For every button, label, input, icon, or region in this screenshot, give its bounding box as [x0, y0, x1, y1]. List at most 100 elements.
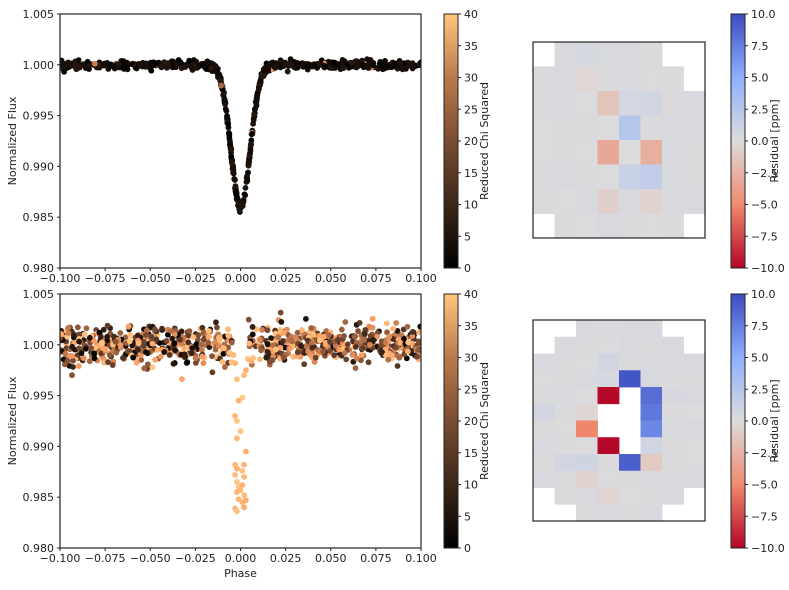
- data-point: [264, 327, 271, 334]
- heatmap-cell: [533, 353, 555, 371]
- data-point: [141, 365, 148, 372]
- heatmap-cell: [640, 504, 663, 522]
- colorbar-tick-label: 35: [464, 320, 478, 333]
- x-tick-label: 0.025: [270, 552, 302, 565]
- heatmap-cell: [640, 353, 663, 371]
- data-point: [305, 63, 311, 69]
- data-point: [321, 62, 328, 69]
- data-point: [221, 345, 227, 352]
- data-point: [301, 361, 308, 368]
- x-tick-label: 0.050: [315, 552, 347, 565]
- heatmap-cell: [619, 189, 641, 214]
- data-point: [86, 62, 93, 69]
- data-point: [264, 349, 271, 355]
- data-point: [343, 356, 350, 363]
- heatmap-cell: [576, 115, 598, 141]
- data-point: [256, 337, 263, 343]
- heatmap-cell: [619, 66, 641, 92]
- data-point: [186, 328, 193, 335]
- data-point: [228, 339, 235, 346]
- colorbar-tick-label: 5.0: [751, 72, 769, 85]
- data-point: [272, 346, 279, 353]
- data-point: [331, 352, 337, 359]
- data-point: [233, 376, 240, 383]
- heatmap-frame: [532, 319, 706, 522]
- heatmap-cell: [597, 387, 620, 405]
- data-point: [199, 324, 206, 331]
- data-point: [233, 435, 240, 442]
- data-point: [280, 329, 287, 336]
- data-point: [135, 347, 141, 353]
- data-point: [149, 364, 156, 371]
- data-point: [365, 359, 372, 366]
- data-point: [86, 358, 93, 365]
- colorbar-tick-label: 0.0: [751, 415, 769, 428]
- x-tick-label: −0.050: [130, 272, 171, 285]
- data-point: [86, 334, 93, 341]
- data-point: [383, 320, 390, 327]
- heatmap-cell: [662, 353, 684, 371]
- data-point: [359, 57, 365, 64]
- data-point: [60, 331, 65, 337]
- data-point: [96, 329, 103, 336]
- colorbar-tick-label: 7.5: [751, 320, 769, 333]
- panel-top-left: −0.100 −0.075 −0.050 −0.025 0.000 0.025 0.050 0…: [6, 8, 491, 285]
- colorbar-gradient: [443, 13, 459, 269]
- plot-frame: [59, 13, 422, 269]
- colorbar-tick-label: −10.0: [751, 542, 785, 555]
- colorbar-tick-label: 0: [464, 262, 471, 275]
- data-point: [275, 334, 282, 340]
- data-point: [117, 330, 124, 336]
- data-point: [113, 349, 120, 356]
- data-point: [225, 326, 231, 333]
- heatmap-cell: [554, 189, 577, 214]
- data-point: [341, 58, 348, 65]
- data-point: [245, 162, 252, 169]
- heatmap-cell: [576, 189, 598, 214]
- data-point: [161, 349, 168, 355]
- data-point: [186, 57, 193, 64]
- heatmap-cell: [576, 66, 598, 92]
- data-point: [244, 175, 251, 182]
- data-point: [341, 333, 347, 339]
- y-tick-label: 0.980: [23, 262, 55, 275]
- data-point: [397, 339, 404, 346]
- data-point: [234, 195, 241, 201]
- heatmap-cell: [554, 91, 577, 116]
- heatmap-cell: [662, 115, 684, 141]
- data-point: [192, 355, 199, 362]
- data-point: [299, 327, 305, 333]
- heatmap-cell: [554, 213, 577, 239]
- heatmap-cell: [662, 454, 684, 472]
- data-point: [271, 64, 278, 70]
- data-point: [189, 345, 196, 351]
- heatmap-cell: [597, 189, 620, 214]
- data-point: [135, 340, 142, 347]
- heatmap-cell: [683, 353, 706, 371]
- data-point: [142, 332, 149, 338]
- data-point: [213, 319, 219, 326]
- heatmap-cell: [554, 420, 577, 438]
- data-point: [200, 336, 207, 343]
- data-point: [185, 339, 192, 346]
- data-point: [325, 332, 332, 338]
- x-tick-label: −0.025: [175, 272, 216, 285]
- data-point: [385, 356, 392, 363]
- heatmap-cell: [533, 66, 555, 92]
- data-point: [340, 65, 347, 72]
- colorbar-tick-label: −2.5: [751, 167, 778, 180]
- heatmap-cell: [597, 213, 620, 239]
- data-point: [133, 359, 140, 366]
- colorbar-label: Residual [ppm]: [768, 99, 781, 182]
- heatmap-cell: [597, 504, 620, 522]
- y-tick-label: 0.995: [23, 110, 55, 123]
- data-point: [166, 352, 173, 358]
- data-point: [224, 114, 230, 121]
- heatmap-cell: [683, 437, 706, 455]
- heatmap-cell: [619, 115, 641, 141]
- data-point: [279, 338, 286, 344]
- data-point: [277, 309, 284, 316]
- data-point: [171, 340, 178, 347]
- heatmap-cell: [533, 454, 555, 472]
